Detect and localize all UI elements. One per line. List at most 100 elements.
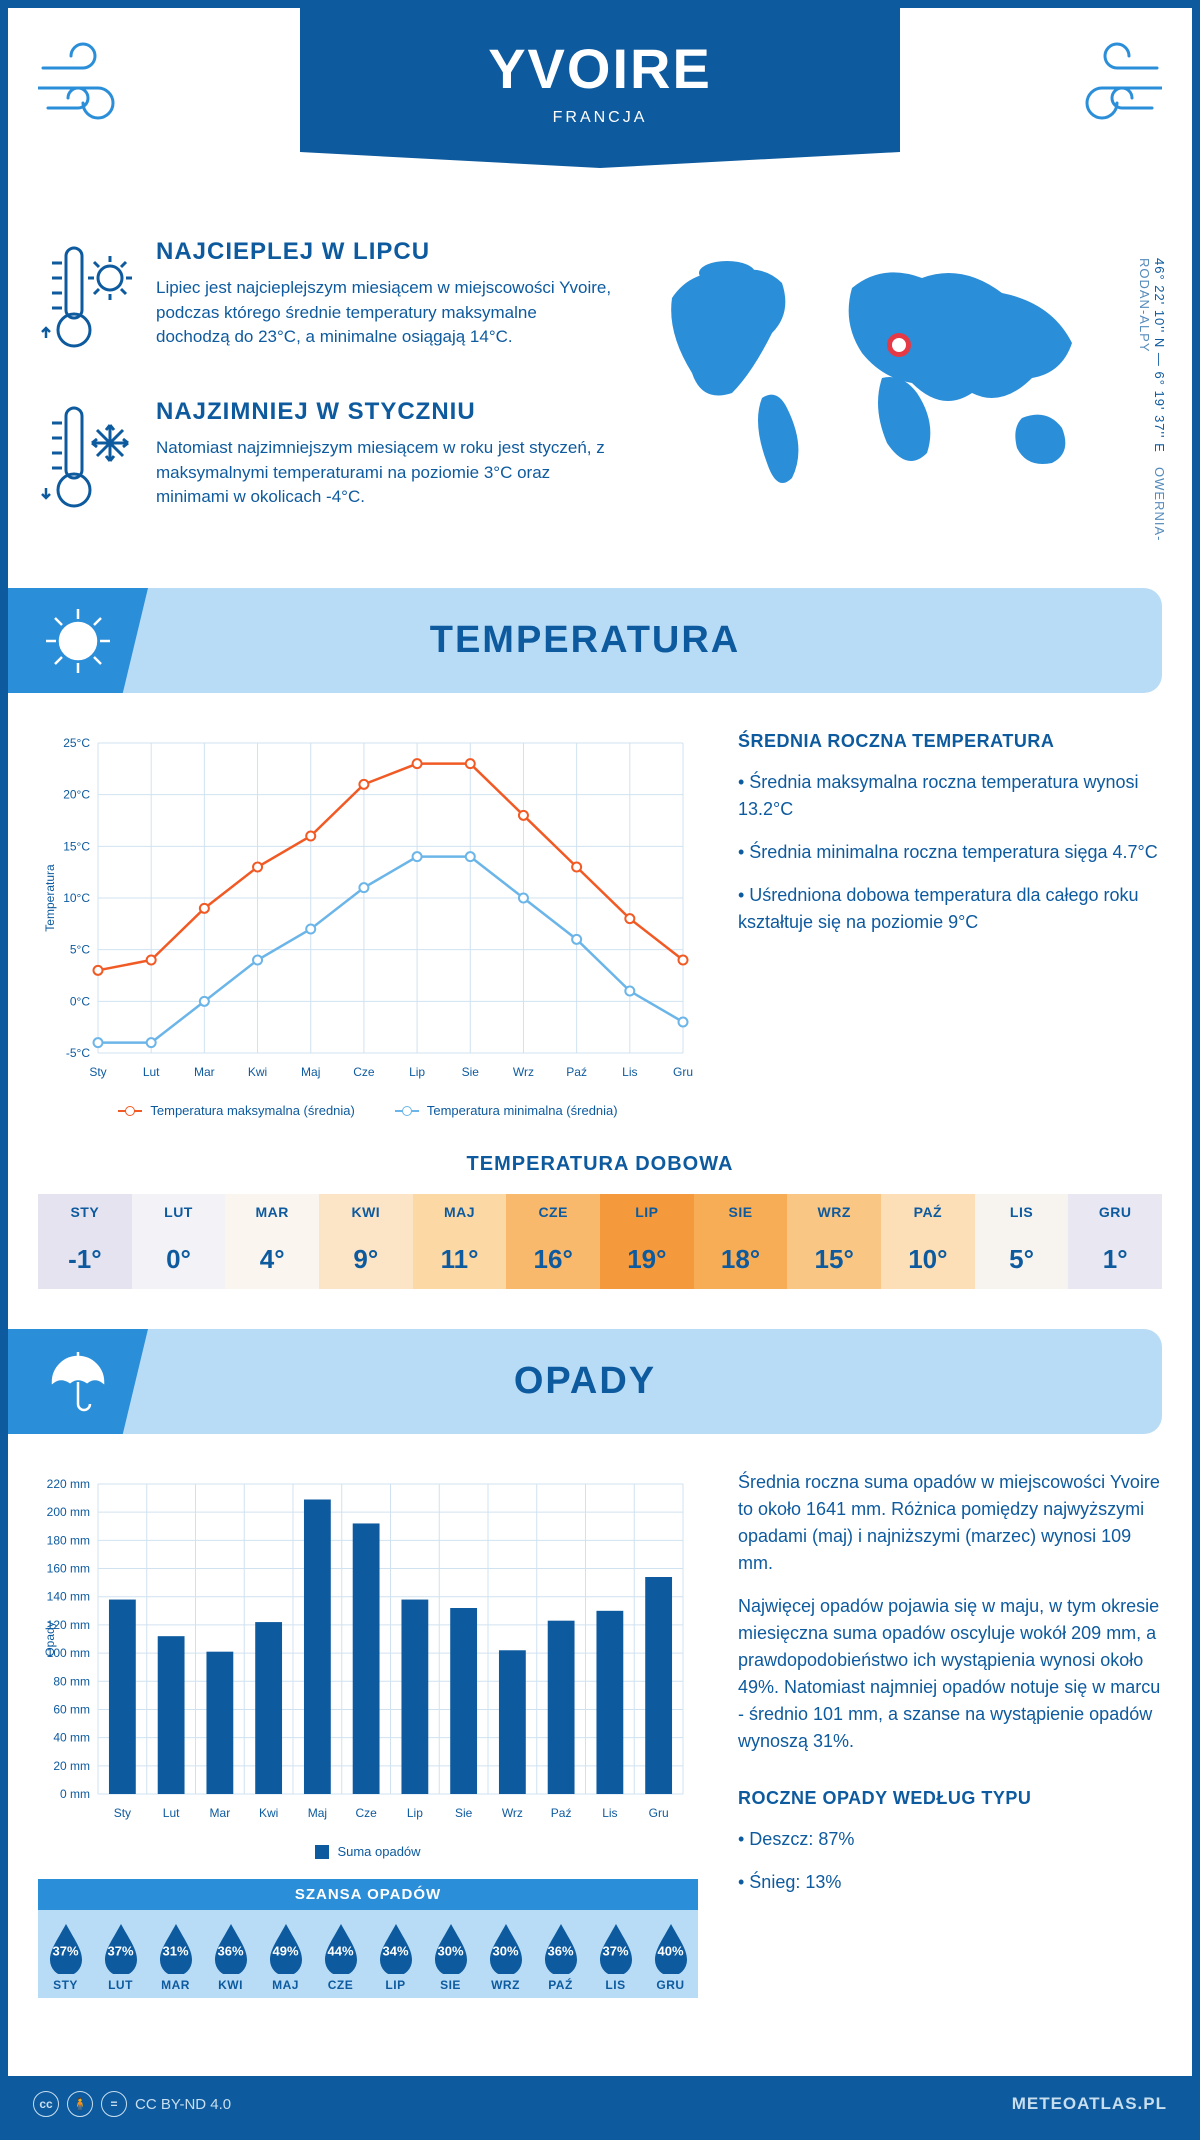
section-header-precipitation: OPADY [8,1329,1162,1434]
hottest-text: Lipiec jest najcieplejszym miesiącem w m… [156,276,612,350]
svg-text:0°C: 0°C [70,994,90,1008]
section-header-temperature: TEMPERATURA [8,588,1162,693]
annual-temp-title: ŚREDNIA ROCZNA TEMPERATURA [738,728,1162,755]
wind-icon-left [38,38,138,142]
svg-text:5°C: 5°C [70,943,90,957]
chance-cell: 30%SIE [423,1922,478,1992]
coldest-block: NAJZIMNIEJ W STYCZNIU Natomiast najzimni… [38,398,612,523]
section-title-precipitation: OPADY [514,1360,656,1403]
header-banner: YVOIRE FRANCJA [300,8,900,168]
temp-bullet: • Średnia maksymalna roczna temperatura … [738,769,1162,823]
svg-text:Paź: Paź [566,1065,587,1079]
svg-text:0 mm: 0 mm [60,1787,90,1801]
chance-cell: 36%PAŹ [533,1922,588,1992]
svg-text:Gru: Gru [673,1065,693,1079]
svg-text:Sty: Sty [89,1065,106,1079]
svg-text:220 mm: 220 mm [47,1477,90,1491]
svg-text:Lip: Lip [409,1065,425,1079]
daily-temp-table: STY-1°LUT0°MAR4°KWI9°MAJ11°CZE16°LIP19°S… [38,1194,1162,1289]
sun-icon [8,588,148,693]
precip-type-line: • Śnieg: 13% [738,1869,1162,1896]
license-text: CC BY-ND 4.0 [135,2096,231,2113]
by-icon: 🧍 [67,2091,93,2117]
chance-header: SZANSA OPADÓW [38,1879,698,1910]
footer: cc 🧍 = CC BY-ND 4.0 METEOATLAS.PL [8,2076,1192,2132]
svg-text:Cze: Cze [355,1806,377,1820]
svg-text:Kwi: Kwi [259,1806,278,1820]
temp-bullet: • Uśredniona dobowa temperatura dla całe… [738,882,1162,936]
temp-cell: LIP19° [600,1194,694,1289]
svg-text:Wrz: Wrz [502,1806,523,1820]
svg-text:140 mm: 140 mm [47,1590,90,1604]
svg-text:80 mm: 80 mm [53,1674,90,1688]
cc-icon: cc [33,2091,59,2117]
temp-chart-legend: Temperatura maksymalna (średnia) Tempera… [38,1103,698,1118]
wind-icon-right [1062,38,1162,142]
temp-cell: SIE18° [694,1194,788,1289]
temp-cell: WRZ15° [787,1194,881,1289]
svg-text:Maj: Maj [301,1065,320,1079]
chance-cell: 44%CZE [313,1922,368,1992]
svg-text:Mar: Mar [210,1806,231,1820]
precip-text-2: Najwięcej opadów pojawia się w maju, w t… [738,1593,1162,1755]
precip-type-line: • Deszcz: 87% [738,1826,1162,1853]
coldest-text: Natomiast najzimniejszym miesiącem w rok… [156,436,612,510]
umbrella-icon [8,1329,148,1434]
temp-cell: PAŹ10° [881,1194,975,1289]
hottest-title: NAJCIEPLEJ W LIPCU [156,238,612,266]
svg-text:Cze: Cze [353,1065,375,1079]
chance-cell: 36%KWI [203,1922,258,1992]
svg-text:15°C: 15°C [63,839,90,853]
chance-cell: 30%WRZ [478,1922,533,1992]
site-name: METEOATLAS.PL [1012,2094,1167,2114]
country-subtitle: FRANCJA [300,109,900,127]
chance-cell: 37%LIS [588,1922,643,1992]
chance-cell: 34%LIP [368,1922,423,1992]
thermometer-snow-icon [38,398,138,523]
thermometer-sun-icon [38,238,138,363]
temp-cell: CZE16° [506,1194,600,1289]
precip-chart-legend: Suma opadów [38,1844,698,1859]
temp-cell: LUT0° [132,1194,226,1289]
top-section: NAJCIEPLEJ W LIPCU Lipiec jest najcieple… [38,238,1162,558]
svg-text:Mar: Mar [194,1065,215,1079]
svg-text:Temperatura: Temperatura [43,864,57,932]
precip-text-1: Średnia roczna suma opadów w miejscowośc… [738,1469,1162,1577]
nd-icon: = [101,2091,127,2117]
chance-cell: 31%MAR [148,1922,203,1992]
precip-type-title: ROCZNE OPADY WEDŁUG TYPU [738,1785,1162,1812]
svg-text:Lut: Lut [163,1806,180,1820]
svg-text:160 mm: 160 mm [47,1562,90,1576]
svg-text:200 mm: 200 mm [47,1505,90,1519]
svg-text:Lis: Lis [602,1806,617,1820]
chance-cell: 40%GRU [643,1922,698,1992]
svg-text:10°C: 10°C [63,891,90,905]
world-map [642,238,1122,498]
svg-text:Wrz: Wrz [513,1065,534,1079]
svg-text:Sie: Sie [455,1806,473,1820]
svg-text:Sie: Sie [462,1065,480,1079]
city-title: YVOIRE [300,36,900,101]
chance-cell: 49%MAJ [258,1922,313,1992]
svg-text:Paź: Paź [551,1806,572,1820]
svg-text:Lis: Lis [622,1065,637,1079]
temp-cell: GRU1° [1068,1194,1162,1289]
svg-text:40 mm: 40 mm [53,1731,90,1745]
svg-text:180 mm: 180 mm [47,1533,90,1547]
license-block: cc 🧍 = CC BY-ND 4.0 [33,2091,231,2117]
svg-text:Kwi: Kwi [248,1065,267,1079]
hottest-block: NAJCIEPLEJ W LIPCU Lipiec jest najcieple… [38,238,612,363]
svg-text:Lut: Lut [143,1065,160,1079]
temp-cell: MAR4° [225,1194,319,1289]
chance-cell: 37%LUT [93,1922,148,1992]
chance-row: 37%STY37%LUT31%MAR36%KWI49%MAJ44%CZE34%L… [38,1910,698,1998]
map-marker [887,333,911,357]
precipitation-bar-chart: 0 mm20 mm40 mm60 mm80 mm100 mm120 mm140 … [38,1469,698,1998]
coldest-title: NAJZIMNIEJ W STYCZNIU [156,398,612,426]
daily-temp-header: TEMPERATURA DOBOWA [38,1153,1162,1176]
temp-cell: MAJ11° [413,1194,507,1289]
svg-text:25°C: 25°C [63,736,90,750]
page: YVOIRE FRANCJA [0,0,1200,2140]
temp-bullet: • Średnia minimalna roczna temperatura s… [738,839,1162,866]
coordinates-label: 46° 22' 10'' N — 6° 19' 37'' E OWERNIA-R… [1137,258,1167,558]
